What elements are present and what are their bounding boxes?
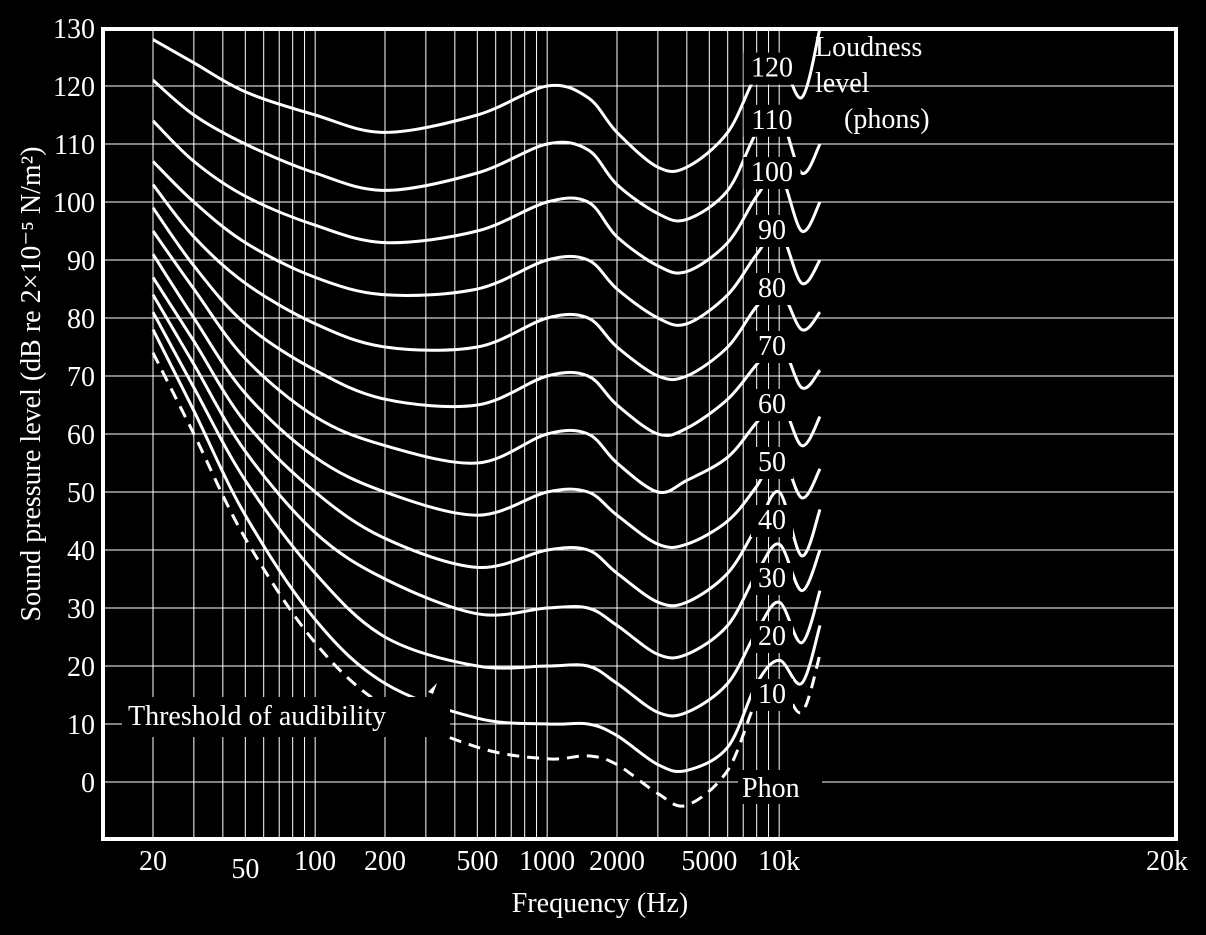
curve-label-50: 50 — [758, 447, 786, 478]
x-axis-label: Frequency (Hz) — [512, 888, 688, 919]
curve-label-bg — [751, 273, 793, 305]
x-tick-label: 50 — [231, 854, 259, 885]
legend-title-line-2: level — [815, 68, 870, 99]
y-tick-label: 70 — [67, 362, 95, 393]
curve-label-bg — [751, 505, 793, 537]
x-tick-label: 1000 — [519, 846, 575, 877]
y-tick-label: 100 — [53, 188, 95, 219]
x-tick-label: 10k — [758, 846, 800, 877]
curve-label-70: 70 — [758, 331, 786, 362]
y-tick-label: 30 — [67, 594, 95, 625]
curve-label-80: 80 — [758, 273, 786, 304]
curve-label-bg — [751, 679, 793, 711]
curve-label-110: 110 — [752, 105, 793, 136]
y-tick-label: 50 — [67, 478, 95, 509]
axis-ticks: 0 10 20 30 40 50 60 70 80 90 100 110 120 130 20 50 100 20… — [53, 14, 1188, 885]
curve-label-100: 100 — [751, 157, 793, 188]
curve-label-bg — [751, 563, 793, 595]
curve-label-40: 40 — [758, 505, 786, 536]
y-tick-label: 90 — [67, 246, 95, 277]
loudness-curve-30 — [151, 294, 822, 660]
threshold-label-bg — [122, 697, 450, 737]
x-tick-label: 100 — [294, 846, 336, 877]
x-tick-label: 20k — [1146, 846, 1188, 877]
x-tick-label: 20 — [139, 846, 167, 877]
x-tick-label: 500 — [456, 846, 498, 877]
curve-label-120: 120 — [751, 53, 793, 84]
curve-label-bg — [751, 389, 793, 421]
threshold-arrow-icon — [428, 683, 437, 694]
x-tick-label: 5000 — [681, 846, 737, 877]
curve-label-bg — [751, 331, 793, 363]
curve-label-10: 10 — [758, 679, 786, 710]
curve-label-bg — [751, 621, 793, 653]
loudness-curve-10 — [151, 328, 822, 774]
y-tick-label: 110 — [54, 130, 95, 161]
y-axis-label: Sound pressure level (dB re 2×10⁻⁵ N/m²) — [16, 147, 47, 622]
curve-label-bg — [743, 52, 801, 85]
legend-title-line-3: (phons) — [844, 104, 930, 135]
x-tick-label: 200 — [364, 846, 406, 877]
curve-label-90: 90 — [758, 215, 786, 246]
y-tick-label: 80 — [67, 304, 95, 335]
y-tick-label: 10 — [67, 710, 95, 741]
threshold-annotation: Threshold of audibility — [122, 683, 450, 737]
curve-label-bg — [751, 447, 793, 479]
curve-label-bg — [751, 215, 793, 247]
curve-label-60: 60 — [758, 389, 786, 420]
y-tick-label: 60 — [67, 420, 95, 451]
x-tick-label: 2000 — [589, 846, 645, 877]
phon-annotation: Phon — [738, 770, 822, 804]
curve-label-bg — [743, 104, 801, 137]
phon-label: Phon — [742, 773, 800, 804]
phon-label-bg — [738, 770, 822, 804]
threshold-label: Threshold of audibility — [128, 701, 386, 732]
y-tick-label: 20 — [67, 652, 95, 683]
legend-title: Loudness level (phons) — [815, 32, 930, 135]
y-tick-label: 120 — [53, 72, 95, 103]
y-tick-label: 130 — [53, 14, 95, 45]
curve-label-30: 30 — [758, 563, 786, 594]
y-tick-label: 0 — [81, 768, 95, 799]
curve-label-20: 20 — [758, 621, 786, 652]
curve-labels: 10 20 30 40 50 60 70 80 90 100 110 120 — [743, 52, 801, 711]
legend-title-line-1: Loudness — [815, 32, 922, 63]
y-tick-label: 40 — [67, 536, 95, 567]
curve-label-bg — [743, 157, 801, 189]
